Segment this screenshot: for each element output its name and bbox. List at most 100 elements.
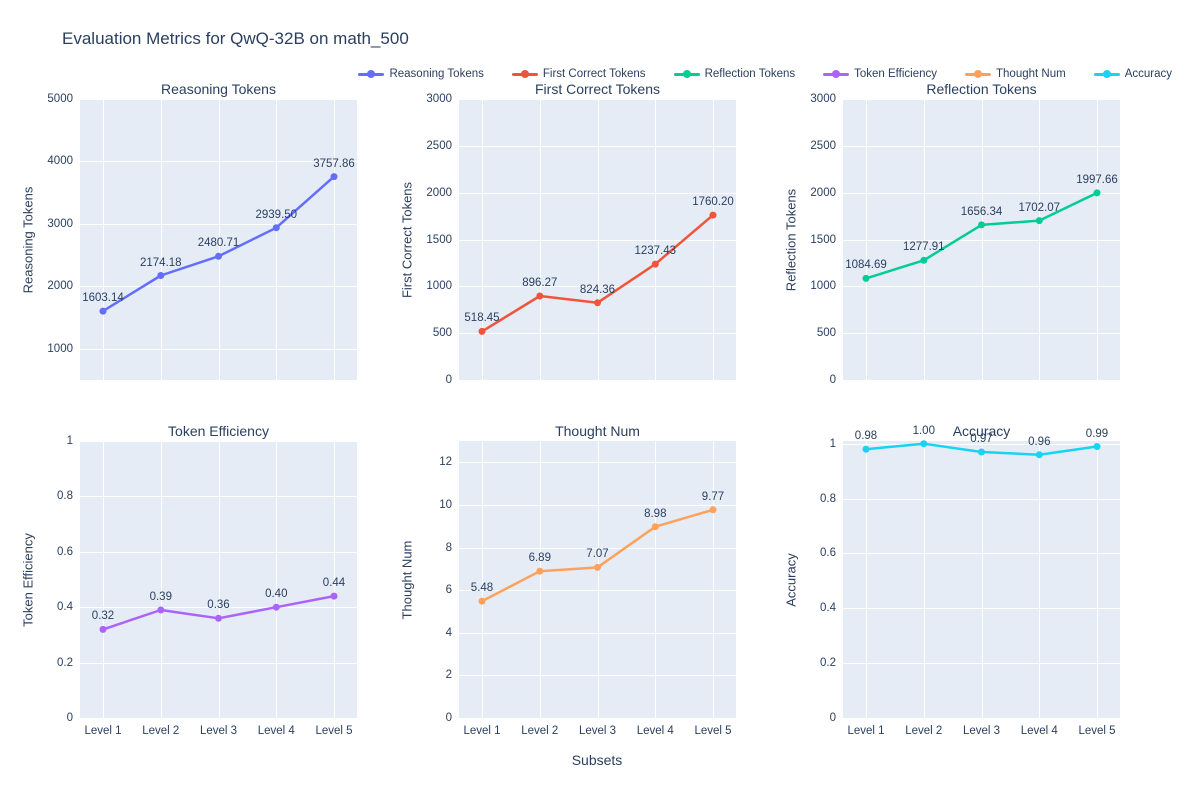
gridline: [843, 498, 1120, 500]
data-point-label: 7.07: [586, 548, 609, 561]
y-axis-tick-label: 12: [439, 456, 452, 469]
data-point-marker: [651, 260, 659, 268]
legend-line-dot-icon: [511, 70, 538, 78]
data-point-label: 3757.86: [313, 157, 355, 170]
gridline: [539, 441, 541, 718]
y-axis-title: Reflection Tokens: [783, 188, 799, 291]
data-point-marker: [862, 445, 870, 453]
legend-item-label: Reflection Tokens: [704, 68, 796, 80]
data-point-marker: [330, 173, 338, 181]
gridline: [981, 441, 983, 718]
gridline: [334, 441, 335, 718]
data-point-label: 0.99: [1085, 427, 1109, 440]
line-series-thought-num: [478, 506, 717, 605]
y-axis-tick-label: 500: [816, 327, 836, 340]
data-point-marker: [99, 307, 107, 315]
subplot-title: Thought Num: [555, 423, 640, 439]
y-axis-title: Reasoning Tokens: [20, 186, 36, 293]
gridline: [160, 441, 162, 718]
x-axis-tick-label: Level 2: [142, 725, 180, 737]
data-point-marker: [536, 567, 544, 575]
y-axis-title: Thought Num: [399, 540, 415, 619]
gridline: [459, 632, 736, 634]
legend-item-label: Accuracy: [1124, 68, 1172, 80]
legend-item-accuracy[interactable]: Accuracy: [1093, 68, 1172, 80]
gridline: [459, 380, 736, 381]
gridline: [80, 718, 357, 719]
y-axis-tick-label: 0.2: [820, 657, 836, 670]
data-point-label: 6.89: [528, 552, 551, 565]
gridline: [843, 443, 1120, 445]
gridline: [843, 99, 1120, 100]
data-point-marker: [536, 292, 544, 300]
gridline: [459, 504, 736, 506]
gridline: [80, 607, 357, 609]
legend-item-token-efficiency[interactable]: Token Efficiency: [823, 68, 937, 80]
legend-item-thought-num[interactable]: Thought Num: [965, 68, 1066, 80]
gridline: [843, 333, 1120, 335]
gridline: [713, 441, 714, 718]
legend-dot-icon: [367, 70, 376, 78]
line-series-first-correct-tokens: [478, 211, 717, 335]
y-axis-tick-label: 2000: [47, 280, 73, 293]
y-axis-tick-label: 1000: [426, 280, 452, 293]
y-axis-tick-label: 10: [439, 498, 452, 511]
gridline: [459, 192, 736, 194]
line-series-reflection-tokens: [862, 189, 1101, 282]
y-axis-tick-label: 1000: [810, 280, 836, 293]
gridline: [459, 718, 736, 719]
y-axis-title: Token Efficiency: [20, 532, 36, 627]
data-point-label: 1603.14: [82, 292, 124, 305]
data-point-marker: [157, 606, 165, 614]
y-axis-tick-label: 3000: [426, 93, 452, 105]
legend-line-dot-icon: [1093, 70, 1120, 78]
data-point-label: 0.97: [970, 433, 993, 445]
gridline: [843, 663, 1120, 665]
legend-line-dot-icon: [965, 70, 992, 78]
data-point-marker: [978, 221, 985, 229]
data-point-label: 0.39: [149, 591, 172, 603]
y-axis-tick-label: 500: [432, 327, 452, 340]
subplot-title: Reflection Tokens: [926, 81, 1037, 97]
legend-item-reasoning-tokens[interactable]: Reasoning Tokens: [358, 68, 484, 80]
gridline: [459, 145, 736, 147]
data-point-label: 1702.07: [1018, 201, 1061, 214]
data-point-label: 824.36: [579, 283, 616, 296]
gridline: [1097, 441, 1098, 718]
legend-item-label: Reasoning Tokens: [389, 68, 484, 80]
y-axis-tick-label: 0.2: [57, 656, 73, 669]
gridline: [80, 496, 357, 498]
x-axis-tick-label: Level 3: [578, 725, 617, 737]
gridline: [655, 441, 657, 718]
legend: Reasoning Tokens First Correct Tokens Refl…: [358, 66, 1172, 82]
x-axis-tick-label: Level 4: [636, 725, 674, 737]
legend-item-reflection-tokens[interactable]: Reflection Tokens: [673, 68, 796, 80]
data-point-label: 0.36: [207, 599, 230, 612]
legend-item-first-correct-tokens[interactable]: First Correct Tokens: [511, 68, 646, 80]
gridline: [80, 551, 357, 553]
line-series-accuracy: [862, 440, 1101, 459]
x-axis-tick-label: Level 2: [521, 725, 559, 737]
gridline: [218, 441, 220, 718]
gridline: [843, 192, 1120, 194]
data-point-marker: [330, 592, 338, 600]
gridline: [80, 99, 357, 100]
y-axis-tick-label: 0.6: [57, 545, 73, 558]
y-axis-tick-label: 2500: [810, 139, 836, 152]
legend-line-dot-icon: [358, 70, 385, 78]
legend-dot-icon: [520, 70, 529, 78]
data-point-marker: [709, 211, 717, 219]
gridline: [459, 333, 736, 335]
y-axis-tick-label: 0: [445, 712, 452, 724]
data-point-marker: [594, 563, 601, 571]
y-axis-tick-label: 0: [445, 374, 452, 386]
data-point-label: 518.45: [464, 312, 500, 325]
subplot-title: Reasoning Tokens: [161, 81, 276, 97]
data-point-label: 0.96: [1028, 435, 1051, 448]
data-point-marker: [920, 256, 928, 264]
gridline: [459, 239, 736, 241]
y-axis-tick-label: 6: [445, 584, 452, 597]
y-axis-tick-label: 0: [66, 712, 73, 724]
y-axis-tick-label: 2000: [426, 186, 452, 199]
data-point-label: 0.40: [265, 588, 288, 601]
